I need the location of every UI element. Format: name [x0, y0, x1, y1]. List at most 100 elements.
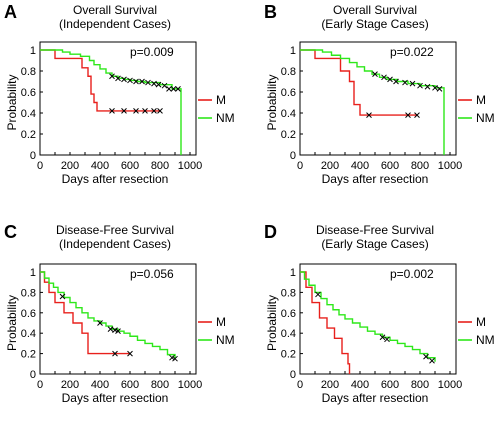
x-tick-label: 0: [37, 160, 43, 172]
x-tick-label: 200: [321, 379, 339, 391]
censor-mark: [414, 112, 420, 118]
y-axis-label: Probability: [5, 295, 19, 351]
censor-mark: [161, 82, 168, 89]
p-value: p=0.002: [390, 267, 434, 281]
censor-mark: [155, 81, 162, 88]
y-tick-label: 1: [30, 45, 36, 57]
x-tick-label: 1000: [438, 160, 462, 172]
panel-letter: D: [264, 222, 277, 242]
chart-subtitle: (Independent Cases): [59, 237, 171, 251]
plot-frame: [299, 263, 457, 375]
censor-mark: [372, 71, 378, 78]
y-tick-label: 0.6: [21, 308, 36, 320]
censor-mark: [393, 78, 399, 85]
y-axis-label: Probability: [5, 74, 19, 130]
plot-frame: [299, 41, 457, 156]
censor-mark: [315, 291, 321, 298]
censor-mark: [151, 108, 157, 114]
x-axis-label: Days after resection: [62, 391, 169, 405]
y-tick-label: 0: [290, 150, 296, 162]
x-axis-label: Days after resection: [322, 391, 429, 405]
x-tick-label: 400: [91, 379, 109, 391]
y-tick-label: 0: [290, 369, 296, 381]
censor-mark: [417, 82, 423, 89]
x-tick-label: 800: [411, 160, 429, 172]
series-line-nm: [40, 49, 182, 155]
y-tick-label: 0.4: [21, 108, 36, 120]
x-axis-label: Days after resection: [322, 172, 429, 186]
censor-mark: [133, 78, 139, 85]
legend-label-m: M: [216, 93, 226, 107]
x-axis-label: Days after resection: [62, 172, 169, 186]
x-tick-label: 200: [321, 160, 339, 172]
p-value: p=0.056: [130, 267, 174, 281]
censor-mark: [405, 112, 411, 118]
legend-label-nm: NM: [476, 333, 495, 347]
y-tick-label: 0.8: [21, 66, 36, 78]
chart-title: Overall Survival: [73, 3, 157, 17]
series-line-m: [300, 271, 351, 374]
x-tick-label: 0: [37, 379, 43, 391]
x-tick-label: 200: [61, 160, 79, 172]
x-tick-label: 1000: [178, 379, 202, 391]
censor-mark: [366, 112, 372, 118]
censor-mark: [107, 326, 114, 332]
x-tick-label: 1000: [178, 160, 202, 172]
y-tick-label: 0.4: [281, 108, 296, 120]
censor-mark: [139, 78, 145, 85]
x-tick-label: 0: [297, 160, 303, 172]
y-tick-label: 0.6: [21, 87, 36, 99]
chart-subtitle: (Early Stage Cases): [321, 237, 428, 251]
censor-mark: [121, 108, 127, 114]
x-tick-label: 800: [151, 379, 169, 391]
p-value: p=0.022: [390, 45, 434, 59]
legend-label-nm: NM: [216, 333, 235, 347]
series-line-m: [40, 271, 130, 355]
censor-mark: [145, 79, 151, 86]
x-tick-label: 600: [381, 379, 399, 391]
series-line-m: [40, 49, 160, 112]
plot-frame: [39, 41, 197, 156]
x-tick-label: 200: [61, 379, 79, 391]
censor-mark: [387, 76, 393, 83]
censor-mark: [424, 83, 431, 90]
series-line-nm: [300, 49, 445, 155]
y-tick-label: 0.8: [21, 287, 36, 299]
y-tick-label: 1: [30, 267, 36, 279]
censor-mark: [59, 293, 66, 300]
censor-mark: [157, 108, 163, 114]
censor-mark: [151, 80, 157, 87]
legend-label-m: M: [476, 315, 486, 329]
x-tick-label: 1000: [438, 379, 462, 391]
censor-mark: [127, 350, 133, 357]
censor-mark: [170, 85, 177, 92]
y-tick-label: 0.6: [281, 308, 296, 320]
y-tick-label: 1: [290, 267, 296, 279]
censor-mark: [384, 336, 390, 343]
x-tick-label: 400: [351, 379, 369, 391]
censor-mark: [381, 74, 387, 81]
plot-frame: [39, 263, 197, 375]
series-line-m: [300, 49, 417, 116]
censor-mark: [133, 108, 139, 114]
censor-mark: [115, 328, 121, 335]
chart-subtitle: (Early Stage Cases): [321, 17, 428, 31]
y-tick-label: 0.2: [21, 349, 36, 361]
series-line-nm: [300, 271, 436, 362]
panel-letter: A: [4, 2, 17, 22]
y-tick-label: 0.2: [281, 129, 296, 141]
y-tick-label: 0: [30, 150, 36, 162]
panel-letter: B: [264, 2, 277, 22]
censor-mark: [142, 108, 148, 114]
chart-title: Overall Survival: [333, 3, 417, 17]
chart-panel-c: C Disease-Free Survival(Independent Cases…: [4, 222, 235, 405]
censor-mark: [127, 77, 133, 84]
censor-mark: [423, 353, 429, 360]
censor-mark: [112, 350, 118, 357]
censor-mark: [429, 357, 435, 364]
censor-mark: [109, 108, 115, 114]
series-line-nm: [40, 271, 176, 359]
legend-label-nm: NM: [216, 111, 235, 125]
y-tick-label: 0.4: [281, 328, 296, 340]
